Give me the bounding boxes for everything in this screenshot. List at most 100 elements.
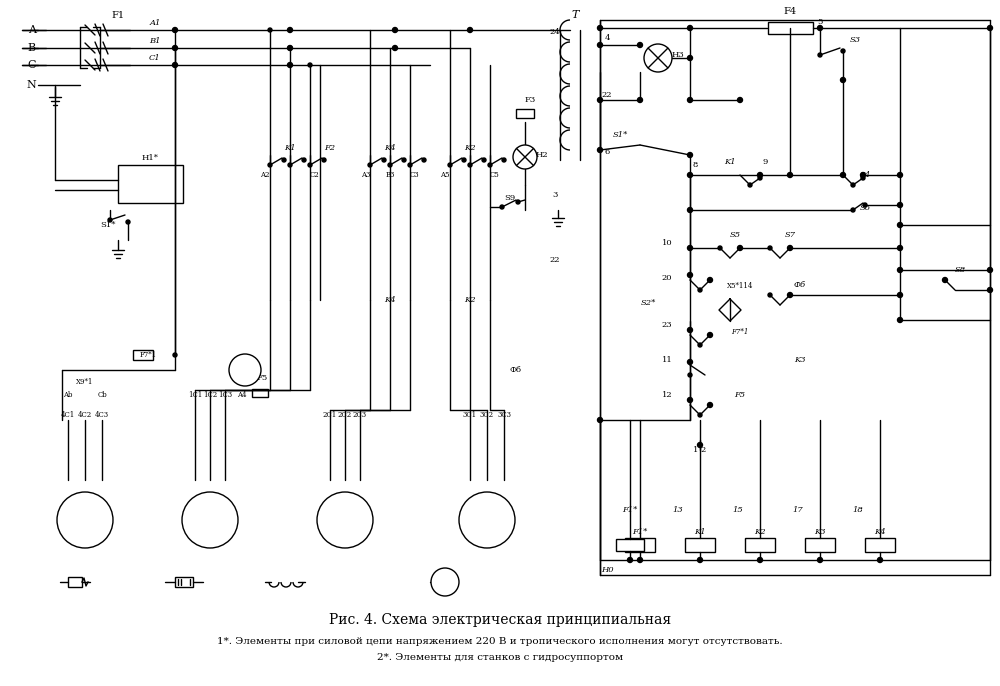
Text: Ab: Ab xyxy=(63,391,73,399)
Circle shape xyxy=(818,53,822,57)
Circle shape xyxy=(758,172,763,178)
Circle shape xyxy=(898,246,902,250)
Circle shape xyxy=(488,163,492,167)
Circle shape xyxy=(308,163,312,167)
Text: 18: 18 xyxy=(853,506,863,514)
Circle shape xyxy=(598,25,602,30)
Text: C1: C1 xyxy=(149,54,161,62)
Text: B: B xyxy=(28,43,36,53)
Circle shape xyxy=(392,45,398,51)
Circle shape xyxy=(173,353,177,357)
Circle shape xyxy=(408,163,412,167)
Text: C: C xyxy=(28,60,36,70)
Text: T: T xyxy=(571,10,579,20)
Bar xyxy=(745,538,775,552)
Text: F2: F2 xyxy=(324,144,336,152)
Circle shape xyxy=(988,25,992,30)
Text: S4: S4 xyxy=(859,171,871,179)
Circle shape xyxy=(758,558,763,563)
Circle shape xyxy=(788,172,792,178)
Text: K1: K1 xyxy=(694,528,706,536)
Text: A: A xyxy=(28,25,36,35)
Text: Рис. 4. Схема электрическая принципиальная: Рис. 4. Схема электрическая принципиальн… xyxy=(329,613,671,627)
Circle shape xyxy=(448,163,452,167)
Circle shape xyxy=(708,333,712,338)
Text: K3: K3 xyxy=(814,528,826,536)
Circle shape xyxy=(322,158,326,162)
Circle shape xyxy=(317,492,373,548)
Circle shape xyxy=(229,354,261,386)
Circle shape xyxy=(718,246,722,250)
Text: 5: 5 xyxy=(817,18,823,26)
Circle shape xyxy=(988,287,992,292)
Bar xyxy=(133,350,153,360)
Text: 3C3: 3C3 xyxy=(497,411,511,419)
Circle shape xyxy=(768,246,772,250)
Circle shape xyxy=(758,176,762,180)
Text: F4: F4 xyxy=(783,8,797,16)
Circle shape xyxy=(878,558,883,563)
Circle shape xyxy=(863,203,867,207)
Circle shape xyxy=(698,558,702,563)
Circle shape xyxy=(841,49,845,53)
Circle shape xyxy=(898,268,902,272)
Circle shape xyxy=(288,27,292,32)
Circle shape xyxy=(402,158,406,162)
Circle shape xyxy=(638,43,642,47)
Text: 9: 9 xyxy=(762,158,768,166)
Text: Фб: Фб xyxy=(509,366,521,374)
Text: S3: S3 xyxy=(849,36,861,44)
Text: 15: 15 xyxy=(733,506,743,514)
Circle shape xyxy=(468,27,473,32)
Text: F3: F3 xyxy=(524,96,536,104)
Text: 4C1: 4C1 xyxy=(61,411,75,419)
Text: 24: 24 xyxy=(550,28,560,36)
Text: C2: C2 xyxy=(310,171,320,179)
Text: 20: 20 xyxy=(662,274,672,282)
Text: A4: A4 xyxy=(237,391,247,399)
Text: 4C3: 4C3 xyxy=(95,411,109,419)
Text: 6: 6 xyxy=(604,148,610,156)
Text: K2: K2 xyxy=(464,144,476,152)
Text: S9: S9 xyxy=(504,194,516,202)
Circle shape xyxy=(57,492,113,548)
Text: K4: K4 xyxy=(384,144,396,152)
Circle shape xyxy=(388,163,392,167)
Text: 23: 23 xyxy=(662,321,672,329)
Circle shape xyxy=(788,292,792,298)
Circle shape xyxy=(898,318,902,322)
Text: Н0: Н0 xyxy=(601,566,613,574)
Circle shape xyxy=(368,163,372,167)
Bar xyxy=(68,577,82,587)
Text: K1: K1 xyxy=(284,144,296,152)
Circle shape xyxy=(173,45,178,51)
Circle shape xyxy=(688,207,692,213)
Circle shape xyxy=(942,278,948,283)
Bar xyxy=(516,108,534,117)
Text: K4: K4 xyxy=(384,296,396,304)
Text: 1C3: 1C3 xyxy=(218,391,232,399)
Circle shape xyxy=(688,327,692,333)
Text: S2*: S2* xyxy=(640,299,656,307)
Text: M3: M3 xyxy=(480,536,494,544)
Text: 8: 8 xyxy=(692,161,698,169)
Circle shape xyxy=(459,492,515,548)
Circle shape xyxy=(840,172,846,178)
Text: F7*1: F7*1 xyxy=(731,328,749,336)
Text: 10: 10 xyxy=(662,239,672,247)
Circle shape xyxy=(482,158,486,162)
Text: M4*: M4* xyxy=(76,536,94,544)
Circle shape xyxy=(688,172,692,178)
Text: 3: 3 xyxy=(552,191,558,199)
Bar xyxy=(865,538,895,552)
Circle shape xyxy=(598,418,602,423)
Circle shape xyxy=(182,492,238,548)
Circle shape xyxy=(644,44,672,72)
Circle shape xyxy=(431,568,459,596)
Circle shape xyxy=(638,97,642,102)
Circle shape xyxy=(688,97,692,102)
Text: F5: F5 xyxy=(256,374,268,382)
Text: F1: F1 xyxy=(111,10,125,19)
Text: K3: K3 xyxy=(794,356,806,364)
Text: 1*. Элементы при силовой цепи напряжением 220 В и тропического исполнения могут : 1*. Элементы при силовой цепи напряжение… xyxy=(217,637,783,646)
